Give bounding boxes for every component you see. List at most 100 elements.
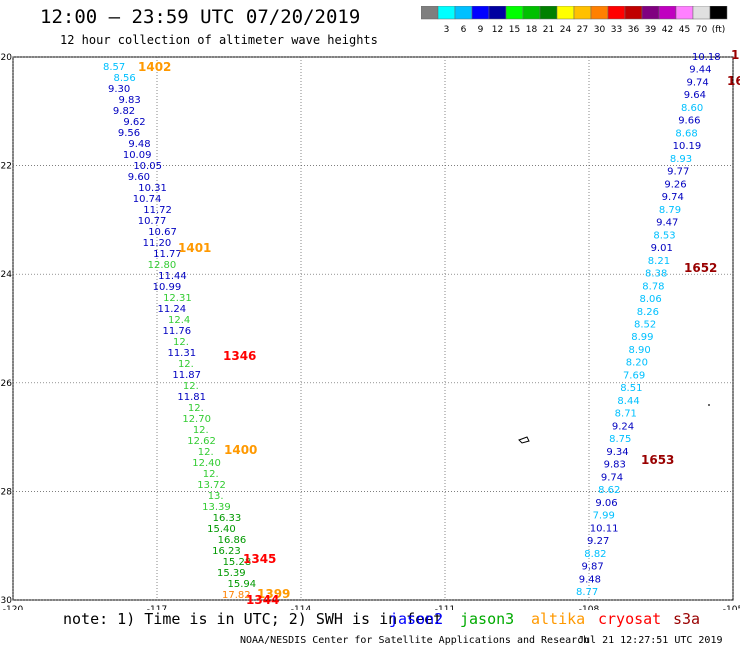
swh-value-label: 8.21 — [648, 256, 670, 267]
colorbar-label: (ft) — [712, 25, 726, 35]
swh-value-label: 8.75 — [609, 434, 631, 445]
colorbar-label: 45 — [679, 25, 690, 35]
altimeter-map: -120 -117 -114 -111 -108 -105 -20 -22 -24 -26 -28 -… — [0, 48, 740, 610]
swh-value-label: 16.33 — [213, 513, 242, 524]
pass-time-label: 1401 — [178, 241, 211, 255]
swh-value-label: 10.31 — [138, 183, 167, 194]
swh-value-label: 15.94 — [228, 579, 257, 590]
colorbar-swatch — [709, 6, 728, 20]
swh-value-label: 16.23 — [212, 546, 241, 557]
swh-value-label: 12.80 — [148, 260, 177, 271]
colorbar-label: 24 — [560, 25, 572, 35]
swh-value-label: 8.53 — [653, 230, 675, 241]
west-track-labels: 8.578.569.309.839.829.629.569.4810.0910.… — [103, 62, 256, 601]
pass-time-label: 1345 — [243, 552, 276, 566]
pass-time-label: 1400 — [224, 443, 257, 457]
swh-value-label: 9.64 — [684, 90, 706, 101]
colorbar-label: 30 — [594, 25, 606, 35]
swh-value-label: 12.31 — [163, 293, 192, 304]
swh-value-label: 9.44 — [689, 65, 711, 76]
swh-value-label: 11.76 — [163, 326, 192, 337]
swh-value-label: 12.40 — [192, 458, 221, 469]
swh-value-label: 10.18 — [692, 52, 721, 63]
colorbar-label: 70 — [696, 25, 708, 35]
swh-value-label: 9.77 — [667, 167, 689, 178]
swh-value-label: 11.87 — [172, 370, 201, 381]
swh-value-label: 11.20 — [143, 238, 172, 249]
colorbar-label: 39 — [645, 25, 657, 35]
swh-value-label: 11.72 — [143, 205, 172, 216]
swh-value-label: 8.60 — [681, 103, 703, 114]
colorbar-label: 12 — [492, 25, 503, 35]
map-title: 12:00 – 23:59 UTC 07/20/2019 — [40, 6, 361, 28]
colorbar-label: 33 — [611, 25, 622, 35]
map-subtitle: 12 hour collection of altimeter wave hei… — [60, 33, 378, 47]
map-ticks: -120 -117 -114 -111 -108 -105 -20 -22 -24 -26 -28 -… — [0, 53, 740, 610]
legend-s3a: s3a — [673, 610, 701, 628]
swh-value-label: 8.77 — [576, 587, 598, 598]
swh-value-label: 9.87 — [582, 562, 604, 573]
colorbar-label: 42 — [662, 25, 673, 35]
lat-tick-label: -20 — [0, 53, 12, 63]
swh-value-label: 9.60 — [128, 172, 150, 183]
swh-value-label: 10.67 — [148, 227, 177, 238]
swh-value-label: 9.26 — [664, 179, 686, 190]
swh-value-label: 12. — [173, 337, 189, 348]
swh-value-label: 8.62 — [598, 485, 620, 496]
swh-value-label: 8.79 — [659, 205, 681, 216]
swh-value-label: 10.11 — [590, 523, 619, 534]
swh-value-label: 8.26 — [637, 307, 659, 318]
pass-time-label: 1 — [731, 48, 739, 62]
lon-tick-label: -111 — [435, 605, 455, 610]
swh-value-label: 9.66 — [678, 116, 700, 127]
swh-value-label: 9.74 — [662, 192, 684, 203]
swh-value-label: 8.51 — [620, 383, 642, 394]
swh-value-label: 10.09 — [123, 150, 152, 161]
swh-value-label: 12. — [188, 403, 204, 414]
swh-value-label: 9.01 — [651, 243, 673, 254]
swh-value-label: 11.24 — [158, 304, 187, 315]
swh-value-label: 8.44 — [617, 396, 639, 407]
swh-value-label: 9.83 — [118, 95, 140, 106]
swh-value-label: 8.52 — [634, 320, 656, 331]
pass-time-label: 1653 — [641, 453, 674, 467]
swh-value-label: 7.69 — [623, 370, 645, 381]
swh-value-label: 9.34 — [606, 447, 628, 458]
colorbar-label: 21 — [543, 25, 554, 35]
swh-value-label: 8.20 — [626, 358, 648, 369]
swh-value-label: 8.56 — [113, 73, 135, 84]
lon-tick-label: -114 — [291, 605, 312, 610]
swh-value-label: 12. — [183, 381, 199, 392]
lon-tick-label: -120 — [3, 605, 24, 610]
swh-value-label: 13.39 — [202, 502, 231, 513]
swh-value-label: 8.68 — [675, 128, 697, 139]
lat-tick-label: -24 — [0, 270, 12, 280]
colorbar-label: 36 — [628, 25, 640, 35]
swh-value-label: 10.05 — [133, 161, 162, 172]
swh-value-label: 16.86 — [218, 535, 247, 546]
swh-value-label: 13. — [208, 491, 224, 502]
swh-value-label: 9.30 — [108, 84, 130, 95]
swh-value-label: 12. — [193, 425, 209, 436]
swh-value-label: 9.56 — [118, 128, 140, 139]
pass-time-label: 1652 — [684, 261, 717, 275]
lat-tick-label: -26 — [0, 379, 12, 389]
colorbar-label: 3 — [444, 25, 450, 35]
swh-value-label: 15.28 — [223, 557, 252, 568]
swh-value-label: 10.19 — [673, 141, 702, 152]
swh-value-label: 9.82 — [113, 106, 135, 117]
legend-altika: altika — [531, 610, 586, 628]
swh-value-label: 11.81 — [177, 392, 206, 403]
swh-value-label: 7.99 — [593, 511, 615, 522]
map-grid — [12, 56, 734, 601]
east-track-labels: 10.189.449.749.648.609.668.6810.198.939.… — [576, 52, 721, 598]
pass-time-label: 1402 — [138, 60, 171, 74]
swh-value-label: 12.4 — [168, 315, 190, 326]
swh-value-label: 8.90 — [628, 345, 650, 356]
swh-value-label: 9.74 — [601, 472, 623, 483]
swh-value-label: 8.38 — [645, 269, 667, 280]
swh-value-label: 10.77 — [138, 216, 167, 227]
colorbar-label: 6 — [461, 25, 467, 35]
lat-tick-label: -30 — [0, 596, 12, 606]
